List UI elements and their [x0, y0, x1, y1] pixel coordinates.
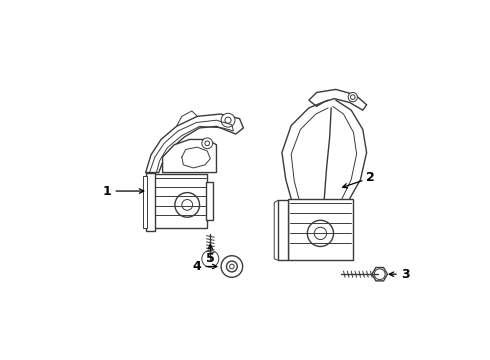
Polygon shape	[146, 114, 244, 172]
Circle shape	[226, 261, 237, 272]
Polygon shape	[309, 89, 367, 110]
Circle shape	[205, 141, 210, 145]
Circle shape	[221, 256, 243, 277]
Circle shape	[229, 264, 234, 269]
Text: 4: 4	[193, 260, 201, 273]
Text: 5: 5	[206, 252, 215, 265]
Circle shape	[202, 250, 219, 267]
Text: 1: 1	[103, 185, 112, 198]
Circle shape	[307, 220, 334, 247]
Circle shape	[374, 269, 385, 280]
Circle shape	[314, 227, 327, 239]
Circle shape	[348, 93, 357, 102]
Text: 3: 3	[401, 268, 410, 281]
Circle shape	[225, 117, 231, 123]
Polygon shape	[288, 199, 353, 260]
Circle shape	[182, 199, 193, 210]
Polygon shape	[163, 139, 217, 172]
Text: 2: 2	[366, 171, 375, 184]
Circle shape	[221, 113, 235, 127]
Polygon shape	[146, 172, 155, 231]
Polygon shape	[143, 176, 147, 228]
Circle shape	[175, 193, 199, 217]
Polygon shape	[206, 182, 214, 220]
Polygon shape	[278, 200, 288, 260]
Circle shape	[202, 138, 213, 149]
Circle shape	[350, 95, 355, 99]
Polygon shape	[153, 174, 207, 228]
Polygon shape	[372, 267, 388, 281]
Polygon shape	[204, 252, 216, 266]
